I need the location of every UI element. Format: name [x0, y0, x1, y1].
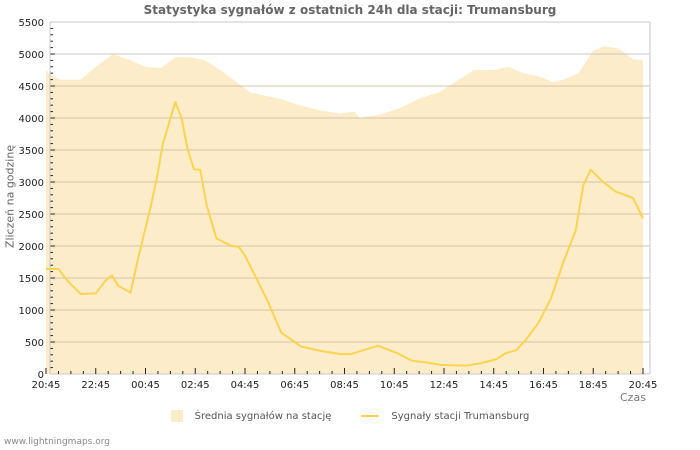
x-tick-label: 00:45: [131, 380, 160, 391]
y-tick-label: 2500: [19, 210, 44, 221]
y-tick-label: 1500: [19, 274, 44, 285]
y-tick-label: 3500: [19, 146, 44, 157]
y-tick-label: 4000: [19, 114, 44, 125]
average-area-series: [46, 46, 643, 374]
chart-plot-area: 0 500 1000 1500 2000 2500 3000 3500 4000 4500 5000…: [19, 18, 658, 391]
x-tick-label: 16:45: [529, 380, 558, 391]
x-tick-label: 20:45: [629, 380, 658, 391]
x-tick-label: 12:45: [430, 380, 459, 391]
legend-item-average[interactable]: Średnia sygnałów na stację: [170, 410, 332, 422]
line-swatch-icon: [361, 415, 380, 417]
x-tick-label: 22:45: [81, 380, 110, 391]
x-tick-label: 10:45: [380, 380, 409, 391]
chart-title: Statystyka sygnałów z ostatnich 24h dla …: [143, 3, 557, 17]
x-tick-label: 02:45: [181, 380, 210, 391]
y-tick-label: 5500: [19, 18, 44, 29]
chart-legend: Średnia sygnałów na stację Sygnały stacj…: [0, 410, 700, 422]
y-tick-label: 4500: [19, 82, 44, 93]
area-swatch-icon: [170, 410, 183, 422]
x-tick-label: 18:45: [579, 380, 608, 391]
y-tick-label: 1000: [19, 306, 44, 317]
x-tick-label: 14:45: [479, 380, 508, 391]
x-tick-label: 04:45: [231, 380, 260, 391]
footer-credit: www.lightningmaps.org: [4, 437, 110, 447]
y-tick-label: 5000: [19, 50, 44, 61]
x-tick-label: 08:45: [330, 380, 359, 391]
y-tick-label: 0: [38, 370, 44, 381]
legend-label-average: Średnia sygnałów na stację: [194, 410, 332, 422]
x-tick-label: 06:45: [280, 380, 309, 391]
legend-item-station[interactable]: Sygnały stacji Trumansburg: [361, 410, 529, 422]
x-axis-label: Czas: [620, 391, 646, 404]
y-tick-label: 500: [25, 338, 44, 349]
y-tick-label: 3000: [19, 178, 44, 189]
legend-label-station: Sygnały stacji Trumansburg: [391, 410, 530, 422]
x-tick-label: 20:45: [32, 380, 61, 391]
y-tick-label: 2000: [19, 242, 44, 253]
station-line-series: [46, 101, 644, 367]
